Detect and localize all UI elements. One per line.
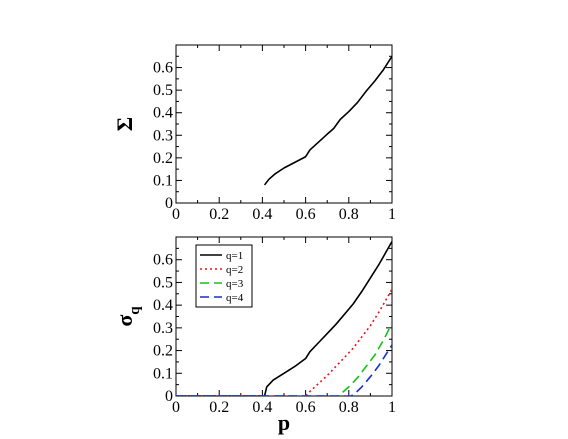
series-line-q3 (176, 322, 392, 396)
plot-frame (175, 44, 393, 204)
y-tick-label: 0.4 (153, 105, 173, 122)
x-tick-label: 0.6 (296, 399, 316, 416)
y-tick-label: 0.3 (153, 320, 173, 337)
y-tick-label: 0.6 (153, 252, 173, 269)
series-line-q4 (176, 344, 392, 396)
series-line-q2 (176, 288, 392, 396)
y-tick-label: 0 (165, 195, 173, 212)
legend-label: q=2 (226, 264, 243, 276)
x-tick-label: 0.4 (252, 399, 272, 416)
y-tick-label: 0.2 (153, 150, 173, 167)
x-tick-label: 0.2 (209, 399, 229, 416)
x-tick-label: 0 (172, 206, 180, 223)
x-tick-label: 0.6 (296, 206, 316, 223)
y-axis-label: σq (112, 306, 143, 327)
series-line-q1 (176, 241, 392, 396)
x-tick-label: 1 (388, 206, 396, 223)
y-tick-label: 0.1 (153, 172, 173, 189)
sigma-panel: 0 0.2 0.4 0.6 0.8 1 0 0.1 0.2 0.3 0.4 0.5 0.6 Σ (112, 44, 396, 223)
legend: q=1 q=2 q=3 q=4 (195, 244, 253, 308)
x-tick-label: 0.4 (252, 206, 272, 223)
x-tick-label: 0.2 (209, 206, 229, 223)
x-tick-label: 0.8 (339, 206, 359, 223)
series-line-1 (263, 55, 392, 186)
sigma-q-panel: 0 0.2 0.4 0.6 0.8 100.10.20.30.40.50.6σqpq=1q… (112, 236, 396, 435)
y-axis-label: Σ (112, 117, 137, 131)
y-axis-label-subscript: q (127, 306, 143, 315)
y-tick-label: 0.5 (153, 82, 173, 99)
y-tick-label: 0.5 (153, 274, 173, 291)
legend-label: q=1 (226, 250, 243, 262)
x-axis-label: p (278, 410, 290, 435)
legend-label: q=4 (226, 292, 244, 304)
x-tick-label: 0.8 (339, 399, 359, 416)
y-tick-label: 0.3 (153, 127, 173, 144)
x-tick-label: 0 (172, 399, 180, 416)
y-tick-label: 0.4 (153, 297, 173, 314)
y-tick-label: 0.2 (153, 343, 173, 360)
legend-label: q=3 (226, 278, 244, 290)
y-tick-label: 0.1 (153, 365, 173, 382)
y-tick-label: 0.6 (153, 60, 173, 77)
x-tick-label: 1 (388, 399, 396, 416)
y-tick-label: 0 (165, 388, 173, 405)
